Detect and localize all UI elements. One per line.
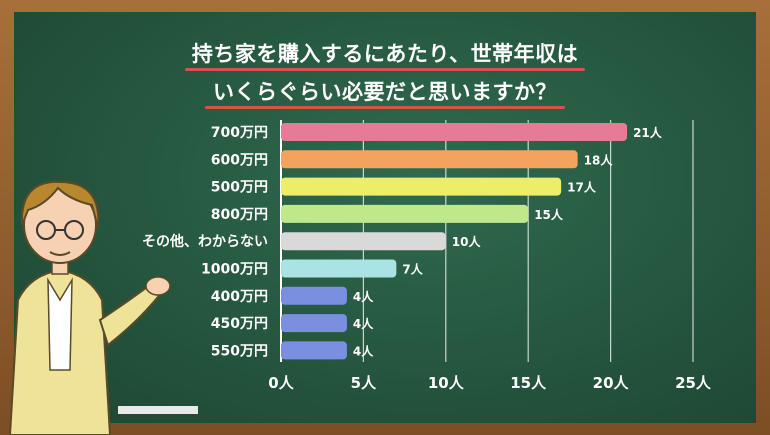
x-tick-labels: 0人 5人 10人 15人 20人 25人: [268, 374, 712, 392]
x-tick-label: 5人: [351, 374, 377, 392]
x-tick-label: 25人: [675, 374, 712, 392]
value-label: 18人: [584, 152, 614, 167]
category-label: 700万円: [211, 125, 268, 141]
category-label: 500万円: [211, 180, 268, 196]
bar: [281, 341, 347, 360]
bar: [281, 259, 397, 278]
category-label: 400万円: [211, 289, 268, 305]
bar: [281, 232, 446, 251]
category-label: 600万円: [211, 152, 268, 168]
bar: [281, 286, 347, 305]
x-tick-label: 20人: [593, 374, 630, 392]
bar: [281, 123, 628, 141]
value-label: 4人: [353, 289, 374, 304]
category-label: 800万円: [211, 207, 268, 223]
chalk-tray: [118, 406, 198, 414]
chart-title-line2: いくらぐらい必要だと思いますか？: [213, 80, 557, 104]
value-label: 4人: [353, 343, 374, 358]
bar: [281, 314, 347, 333]
title-underline-2: [205, 106, 565, 109]
title-underline-1: [185, 68, 585, 71]
category-label: 1000万円: [201, 262, 268, 278]
value-label: 15人: [534, 207, 564, 222]
x-tick-label: 15人: [510, 374, 547, 392]
value-label: 10人: [452, 234, 482, 249]
category-label: 550万円: [211, 343, 268, 359]
teacher-illustration: [8, 180, 171, 435]
bar: [281, 177, 562, 196]
value-label: 21人: [633, 125, 663, 140]
x-tick-label: 10人: [428, 374, 465, 392]
chart-title-line1: 持ち家を購入するにあたり、世帯年収は: [191, 42, 579, 66]
bar: [281, 150, 578, 169]
value-label: 4人: [353, 316, 374, 331]
x-tick-label: 0人: [268, 374, 294, 392]
value-label: 7人: [402, 262, 423, 277]
value-label: 17人: [567, 180, 597, 195]
bars: [281, 123, 628, 360]
category-label: その他、わからない: [142, 233, 268, 250]
category-label: 450万円: [211, 316, 268, 332]
bar: [281, 204, 529, 223]
